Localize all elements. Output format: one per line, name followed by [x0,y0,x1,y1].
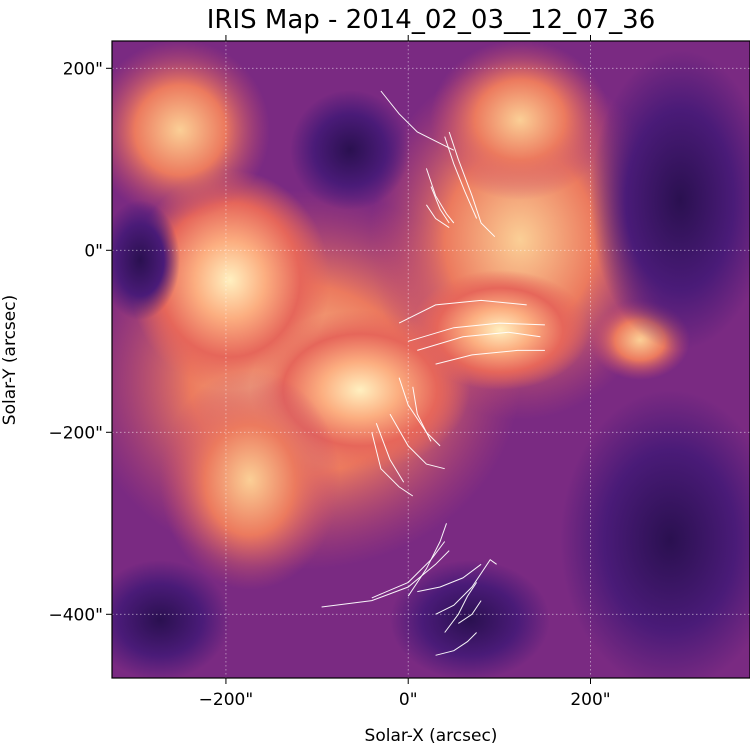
field-line [398,377,441,447]
field-line [371,541,446,599]
field-line [444,136,478,219]
field-line [425,168,455,224]
y-tick-label: −400" [48,605,103,625]
field-line [430,186,450,224]
field-line [321,550,450,608]
y-axis-label: Solar-Y (arcsec) [0,295,20,425]
field-line [407,523,447,597]
field-line [389,413,445,470]
x-axis: −200" 0" 200" [199,35,611,710]
chart-title: IRIS Map - 2014_02_03__12_07_36 [207,5,656,35]
field-line [408,322,545,342]
field-line [412,386,432,442]
field-line [435,349,545,365]
field-line [417,331,541,351]
field-line [375,423,405,483]
x-tick-label: −200" [199,690,254,710]
plot-area [112,41,750,678]
y-tick-label: −200" [48,423,103,443]
field-line [398,299,527,324]
y-axis: 200" 0" −200" −400" [48,59,112,625]
field-line [371,432,414,497]
image-texture [112,41,750,678]
axes-frame [111,40,750,679]
field-line [448,131,496,238]
x-tick-label: 200" [570,690,610,710]
x-tick-label: 0" [399,690,418,710]
field-line [458,600,482,624]
y-tick-label: 0" [84,241,103,261]
field-line [444,582,478,633]
y-tick-label: 200" [63,59,103,79]
x-axis-label: Solar-X (arcsec) [365,726,498,746]
field-line-overlay [321,90,545,656]
field-line [417,563,482,593]
field-line [435,558,497,615]
field-line [435,632,477,656]
field-line [425,204,450,229]
